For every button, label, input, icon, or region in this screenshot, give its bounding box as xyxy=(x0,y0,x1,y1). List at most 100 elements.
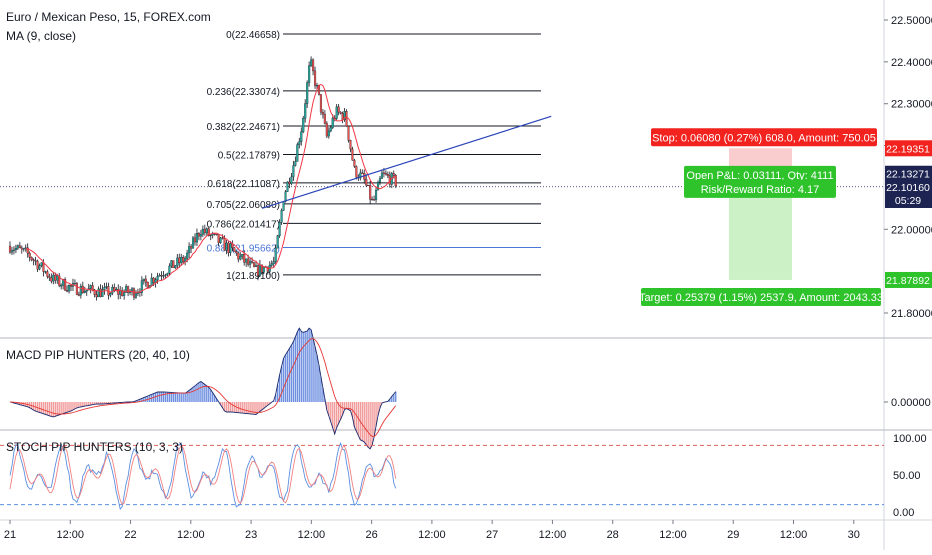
candle-body xyxy=(40,262,43,266)
candle xyxy=(176,254,179,270)
candle-body xyxy=(280,210,283,223)
candle xyxy=(50,273,53,284)
candle-body xyxy=(288,181,291,184)
candle-body xyxy=(190,246,193,249)
price-tick-label: 21.80000 xyxy=(891,308,932,320)
candle xyxy=(300,127,303,146)
price-axis-badge-bg xyxy=(885,140,932,157)
candle-body xyxy=(382,172,385,174)
candle-body xyxy=(359,172,362,179)
target-label-text: Target: 0.25379 (1.15%) 2537.9, Amount: … xyxy=(639,292,883,304)
candle-body xyxy=(243,254,246,263)
risk-reward-label-text: Risk/Reward Ratio: 4.17 xyxy=(701,184,820,196)
macd-legend[interactable]: MACD PIP HUNTERS (20, 40, 10) xyxy=(6,348,190,362)
open-pnl-label-bg xyxy=(684,165,836,184)
fib-level-label: 0.618(22.11087) xyxy=(207,179,280,190)
candle xyxy=(361,169,364,174)
time-tick-label: 12:00 xyxy=(177,529,205,541)
candle xyxy=(160,271,163,281)
ma-legend[interactable]: MA (9, close) xyxy=(6,29,77,43)
candle-body xyxy=(205,228,208,233)
candle-body xyxy=(254,265,258,267)
candle xyxy=(142,278,145,285)
price-axis-badge-text: 22.13271 xyxy=(886,169,930,181)
candle-body xyxy=(30,257,33,260)
stop-label-bg xyxy=(651,128,877,147)
candle xyxy=(193,233,197,246)
candle xyxy=(99,284,102,298)
candle-body xyxy=(219,237,222,243)
candle xyxy=(191,236,195,249)
candle xyxy=(180,253,183,266)
candle xyxy=(290,173,293,186)
fib-level-label: 1(21.89100) xyxy=(226,271,280,282)
candle-body xyxy=(294,161,297,166)
symbol-title[interactable]: Euro / Mexican Peso, 15, FOREX.com xyxy=(6,10,211,24)
candle xyxy=(199,229,202,241)
candle-body xyxy=(310,59,313,66)
macd-pane: 0.00000 xyxy=(9,327,931,450)
candle-body xyxy=(73,283,76,285)
candle xyxy=(345,109,348,127)
price-tick-label: 22.40000 xyxy=(891,57,932,69)
candle-body xyxy=(229,243,232,254)
candle-body xyxy=(32,259,35,261)
time-tick-label: 26 xyxy=(365,529,377,541)
candle-body xyxy=(373,199,376,201)
stoch-k-line xyxy=(9,441,397,510)
position-labels: Stop: 0.06080 (0.27%) 608.0, Amount: 750… xyxy=(639,128,883,306)
candle-body xyxy=(319,94,322,113)
candle xyxy=(286,181,289,193)
candle-body xyxy=(199,234,202,237)
candle-body xyxy=(349,140,352,150)
candle xyxy=(302,115,305,134)
candle xyxy=(60,283,63,290)
open-pnl-label: Open P&L: 0.03111, Qty: 4111 xyxy=(684,165,836,184)
candle-body xyxy=(127,286,130,293)
candle-body xyxy=(150,277,153,286)
candle xyxy=(146,281,149,289)
candle xyxy=(144,275,147,287)
price-axis-badge-text: 22.19351 xyxy=(886,143,930,155)
candle-body xyxy=(323,114,326,124)
candle xyxy=(188,242,191,258)
candle xyxy=(256,264,260,281)
stop-label-text: Stop: 0.06080 (0.27%) 608.0, Amount: 750… xyxy=(652,132,876,144)
candle-body xyxy=(337,106,340,113)
candle-body xyxy=(345,111,348,127)
candle-body xyxy=(321,112,324,115)
candle-body xyxy=(144,278,147,283)
price-tick-label: 22.00000 xyxy=(891,224,932,236)
candle-body xyxy=(64,279,67,291)
candle-body xyxy=(217,234,220,243)
time-tick-label: 21 xyxy=(4,529,16,541)
target-label: Target: 0.25379 (1.15%) 2537.9, Amount: … xyxy=(639,287,883,306)
candle xyxy=(319,94,322,116)
stoch-legend[interactable]: STOCH PIP HUNTERS (10, 3, 3) xyxy=(6,440,183,454)
time-tick-label: 12:00 xyxy=(780,529,808,541)
candle-body xyxy=(83,291,86,293)
stoch-pane: 100.00 50.00 0.00 xyxy=(0,433,927,519)
candle xyxy=(308,61,311,87)
candle-body xyxy=(85,289,88,292)
candle xyxy=(270,260,273,268)
candle-body xyxy=(335,106,338,119)
candle xyxy=(353,158,356,168)
candle xyxy=(48,273,51,281)
time-tick-label: 23 xyxy=(245,529,257,541)
candle xyxy=(374,186,378,203)
candle-body xyxy=(182,257,185,262)
candle xyxy=(296,142,299,162)
candle-body xyxy=(247,258,250,265)
candle-body xyxy=(315,85,319,87)
candle-body xyxy=(158,275,161,277)
candle xyxy=(339,111,342,115)
candle-body xyxy=(302,118,305,132)
candle xyxy=(190,244,193,254)
candle-body xyxy=(123,291,126,296)
candle-body xyxy=(46,271,49,277)
candle-body xyxy=(132,288,136,298)
candle xyxy=(282,201,285,211)
candle-body xyxy=(292,165,295,178)
